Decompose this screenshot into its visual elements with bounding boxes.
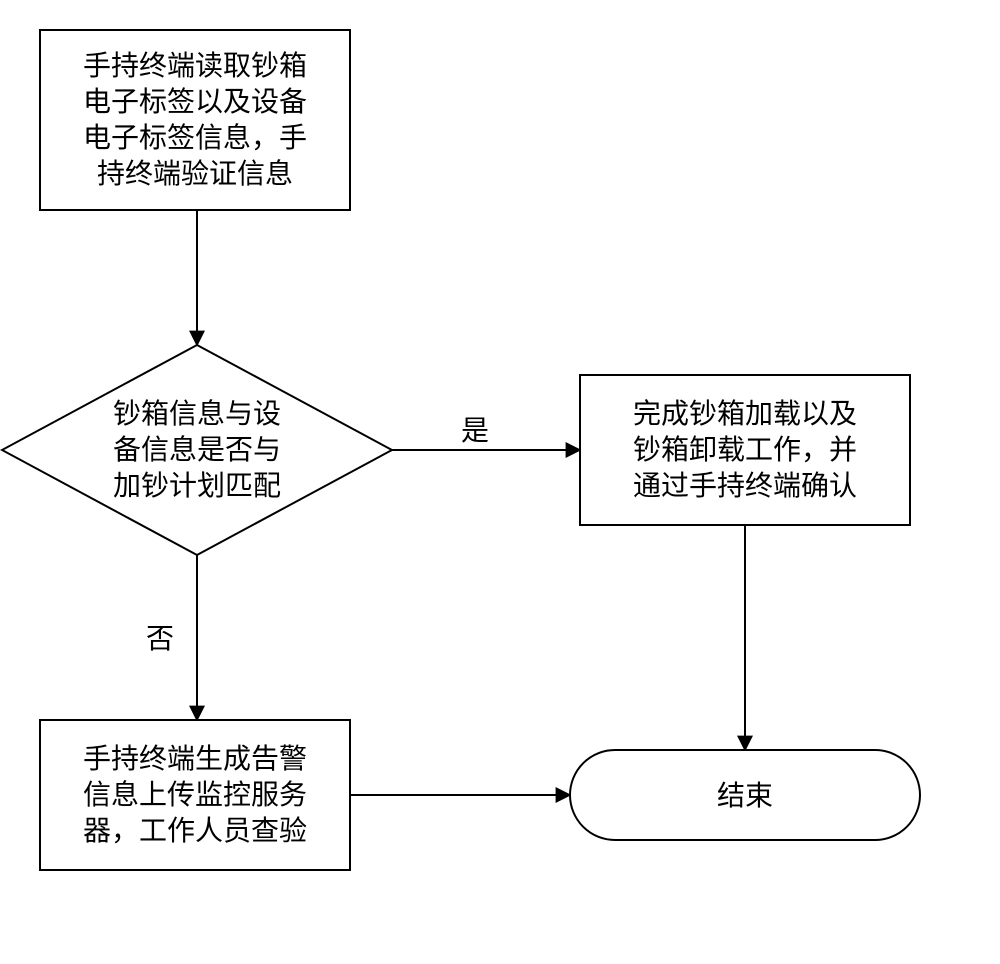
node-end: 结束 [570, 750, 920, 840]
decision-line-1: 备信息是否与 [113, 434, 281, 466]
step1-line-1: 电子标签以及设备 [83, 86, 307, 118]
decision-line-2: 加钞计划匹配 [113, 470, 281, 502]
node-step_yes: 完成钞箱加载以及钞箱卸载工作，并通过手持终端确认 [580, 375, 910, 525]
node-step_no: 手持终端生成告警信息上传监控服务器，工作人员查验 [40, 720, 350, 870]
edge-label-decision-step_no: 否 [146, 624, 174, 655]
step1-line-2: 电子标签信息，手 [83, 122, 307, 154]
step1-line-0: 手持终端读取钞箱 [83, 50, 307, 82]
step_yes-line-1: 钞箱卸载工作，并 [633, 434, 857, 466]
edge-label-decision-step_yes: 是 [461, 416, 489, 447]
node-step1: 手持终端读取钞箱电子标签以及设备电子标签信息，手持终端验证信息 [40, 30, 350, 210]
end-label: 结束 [717, 780, 773, 812]
step_no-line-2: 器，工作人员查验 [83, 815, 307, 847]
node-decision: 钞箱信息与设备信息是否与加钞计划匹配 [2, 345, 392, 555]
step_no-line-1: 信息上传监控服务 [83, 779, 307, 811]
step1-line-3: 持终端验证信息 [97, 158, 293, 190]
step_yes-line-0: 完成钞箱加载以及 [633, 398, 857, 430]
decision-line-0: 钞箱信息与设 [113, 398, 281, 430]
step_no-line-0: 手持终端生成告警 [83, 743, 307, 775]
step_yes-line-2: 通过手持终端确认 [633, 470, 857, 502]
